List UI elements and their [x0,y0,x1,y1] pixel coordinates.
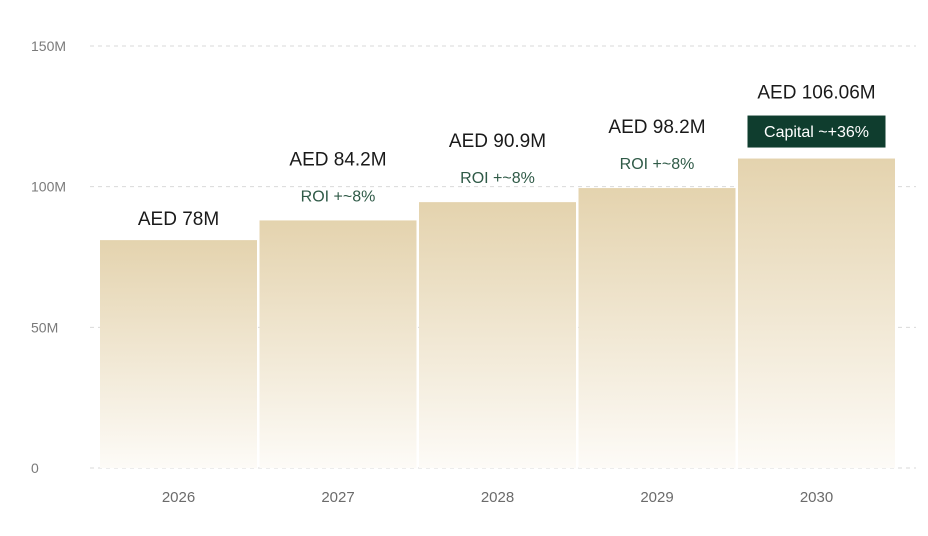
x-tick-label: 2027 [321,489,354,506]
bar-labels: AED 78M AED 84.2M ROI +~8% AED 90.9M ROI +~8… [138,83,886,230]
y-tick-label: 50M [31,319,58,335]
bar [100,240,257,468]
value-label: AED 90.9M [449,131,546,152]
bar [419,202,576,468]
x-axis-ticks: 2026 2027 2028 2029 2030 [162,489,833,506]
y-tick-label: 0 [31,460,39,476]
roi-label: ROI +~8% [301,188,376,205]
capital-badge-label: Capital ~+36% [764,124,869,141]
value-label: AED 106.06M [757,83,875,104]
bars [100,158,895,469]
bar [738,158,895,469]
y-tick-label: 150M [31,38,66,54]
x-tick-label: 2029 [640,489,673,506]
bar [259,220,417,468]
roi-label: ROI +~8% [460,170,535,187]
value-label: AED 78M [138,209,219,230]
value-label: AED 98.2M [608,117,705,138]
y-tick-label: 100M [31,179,66,195]
capital-badge [747,115,886,148]
x-tick-label: 2028 [481,489,514,506]
x-tick-label: 2026 [162,489,195,506]
value-label: AED 84.2M [289,149,386,170]
bar [578,188,736,468]
roi-label: ROI +~8% [620,156,695,173]
x-tick-label: 2030 [800,489,833,506]
y-axis-ticks: 0 50M 100M 150M [31,38,66,476]
